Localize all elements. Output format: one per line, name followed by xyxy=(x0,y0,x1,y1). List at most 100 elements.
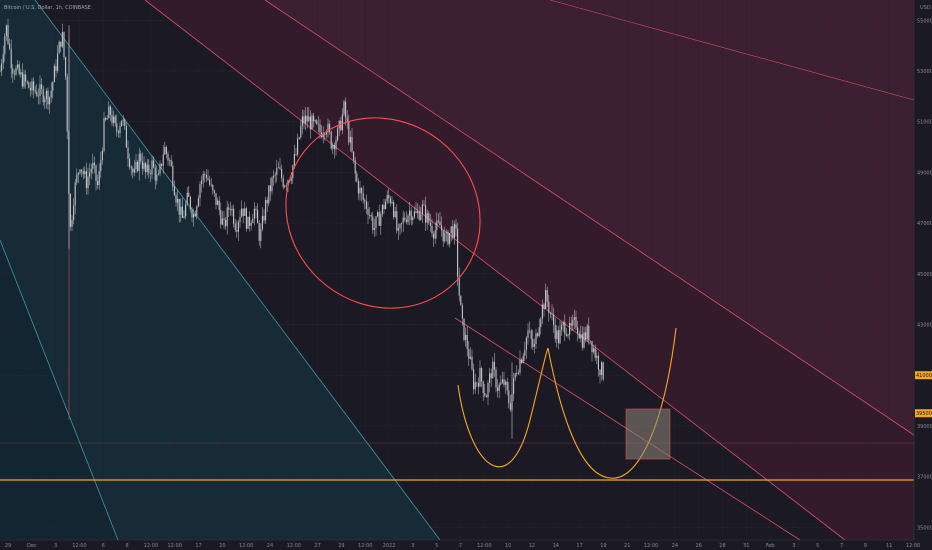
candle-body xyxy=(298,137,300,139)
x-tick-label: 7 xyxy=(459,543,462,549)
grid xyxy=(0,0,914,540)
candle-body xyxy=(145,163,147,173)
target-box[interactable] xyxy=(625,408,671,460)
price-tag xyxy=(915,371,932,380)
candle-body xyxy=(124,119,126,127)
candle-body xyxy=(396,211,398,231)
x-tick-label: 29 xyxy=(338,543,344,549)
distribution-ellipse[interactable] xyxy=(248,79,519,347)
candle-body xyxy=(76,174,78,183)
candle-body xyxy=(317,123,319,125)
candle-body xyxy=(553,314,555,326)
candle-body xyxy=(153,160,155,168)
candle-body xyxy=(365,201,367,209)
candle-body xyxy=(433,233,435,239)
candle-body xyxy=(367,208,369,216)
candle-body xyxy=(418,211,420,220)
x-tick-label: 12:00 xyxy=(477,543,491,549)
candle-body xyxy=(5,25,7,37)
candle-body xyxy=(101,150,103,161)
candle-body xyxy=(165,147,167,154)
candle-body xyxy=(524,349,526,356)
candle-body xyxy=(129,158,131,168)
candle-body xyxy=(450,226,452,234)
candle-body xyxy=(602,362,604,380)
candle-body xyxy=(429,222,431,226)
x-tick-label: 14 xyxy=(553,543,559,549)
candle-body xyxy=(212,185,214,191)
candle-body xyxy=(345,101,347,118)
candle-body xyxy=(546,290,548,302)
candle-body xyxy=(580,334,582,339)
y-tick-label: 55000.00 xyxy=(917,18,932,24)
x-tick-label: 20 xyxy=(219,543,225,549)
candle-body xyxy=(265,199,267,221)
candle-body xyxy=(157,173,159,175)
x-tick-label: 6 xyxy=(102,543,105,549)
time-axis[interactable] xyxy=(0,540,914,550)
candle-body xyxy=(271,177,273,192)
candle-body xyxy=(28,82,30,89)
candle-body xyxy=(575,316,577,328)
x-tick-label: 12 xyxy=(529,543,535,549)
x-tick-label: 12:00 xyxy=(906,543,920,549)
candle-body xyxy=(559,329,561,344)
candle-body xyxy=(274,174,276,176)
candle-body xyxy=(525,337,527,350)
price-tag-label: 41000.00 xyxy=(916,373,932,379)
candle-body xyxy=(244,208,246,216)
candle-body xyxy=(465,334,467,340)
candle-body xyxy=(268,185,270,204)
candle-body xyxy=(41,84,43,89)
candle-body xyxy=(140,153,142,162)
candle-body xyxy=(279,167,281,169)
candle-body xyxy=(213,190,215,194)
candle-body xyxy=(242,208,244,216)
candle-body xyxy=(132,168,134,173)
candle-body xyxy=(25,74,27,82)
candle-body xyxy=(53,66,55,83)
candle-body xyxy=(141,161,143,169)
candle-body xyxy=(521,359,523,363)
candle-body xyxy=(458,276,460,296)
candle-body xyxy=(490,373,492,379)
candle-body xyxy=(0,70,1,72)
candle-body xyxy=(18,64,20,75)
candle-body xyxy=(108,106,110,119)
x-tick-label: 3 xyxy=(792,543,795,549)
candle-body xyxy=(543,304,545,310)
candle-body xyxy=(169,160,171,161)
candle-body xyxy=(260,228,262,241)
candle-body xyxy=(266,199,268,204)
candle-body xyxy=(538,327,540,337)
candle-body xyxy=(428,213,430,223)
candle-body xyxy=(503,379,505,385)
candle-body xyxy=(353,151,355,161)
candle-body xyxy=(311,115,313,130)
candle-body xyxy=(42,88,44,103)
cup-right[interactable] xyxy=(547,327,677,479)
candle-body xyxy=(231,208,233,211)
cup-left[interactable] xyxy=(457,347,549,468)
x-tick-label: 27 xyxy=(314,543,320,549)
candle-body xyxy=(501,379,503,383)
candle-body xyxy=(482,381,484,394)
candle-body xyxy=(337,128,339,141)
candle-body xyxy=(55,66,57,71)
candle-body xyxy=(346,117,348,122)
candle-body xyxy=(461,305,463,319)
candle-body xyxy=(135,161,137,170)
candle-body xyxy=(325,132,327,135)
candle-body xyxy=(557,330,559,344)
candle-body xyxy=(37,95,39,97)
candle-body xyxy=(180,206,182,215)
candle-body xyxy=(223,218,225,220)
candle-body xyxy=(73,205,75,220)
candle-body xyxy=(330,131,332,149)
candle-body xyxy=(505,381,507,385)
upper-channel-line xyxy=(264,0,915,436)
candle-body xyxy=(245,208,247,229)
candle-body xyxy=(509,403,511,410)
x-tick-label: Feb xyxy=(766,543,775,549)
